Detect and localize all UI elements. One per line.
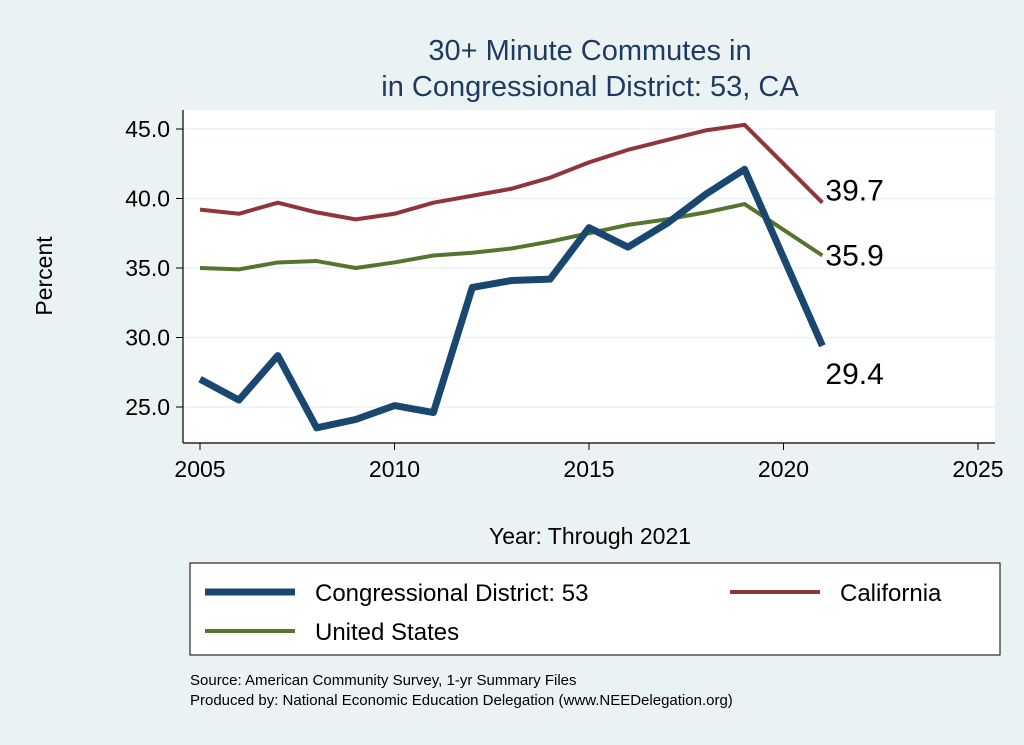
y-tick-label: 25.0 <box>125 394 170 420</box>
legend-label-district: Congressional District: 53 <box>315 580 588 607</box>
source-note: Source: American Community Survey, 1-yr … <box>190 672 577 689</box>
x-tick-label: 2005 <box>174 456 225 482</box>
end-label-1: 39.7 <box>825 175 883 208</box>
legend-label-california: California <box>840 580 942 607</box>
x-tick-label: 2025 <box>952 456 1003 482</box>
plot-area <box>183 110 995 443</box>
y-tick-label: 35.0 <box>125 255 170 281</box>
produced-by-note: Produced by: National Economic Education… <box>190 692 733 709</box>
x-tick-label: 2010 <box>369 456 420 482</box>
x-tick-label: 2015 <box>563 456 614 482</box>
end-label-2: 35.9 <box>825 239 883 272</box>
series-line-1 <box>199 122 824 222</box>
x-axis-label: Year: Through 2021 <box>489 523 691 549</box>
y-axis-label: Percent <box>31 236 57 316</box>
legend <box>189 562 1001 656</box>
y-tick-label: 30.0 <box>125 325 170 351</box>
legend-label-us: United States <box>315 619 459 646</box>
chart-title-line2: in Congressional District: 53, CA <box>381 71 799 103</box>
chart-title-line1: 30+ Minute Commutes in <box>428 35 751 67</box>
series-line-0 <box>198 165 826 432</box>
x-tick-label: 2020 <box>758 456 809 482</box>
end-label-0: 29.4 <box>825 358 883 391</box>
y-tick-label: 40.0 <box>125 186 170 212</box>
series-line-2 <box>199 202 824 272</box>
y-tick-label: 45.0 <box>125 116 170 142</box>
